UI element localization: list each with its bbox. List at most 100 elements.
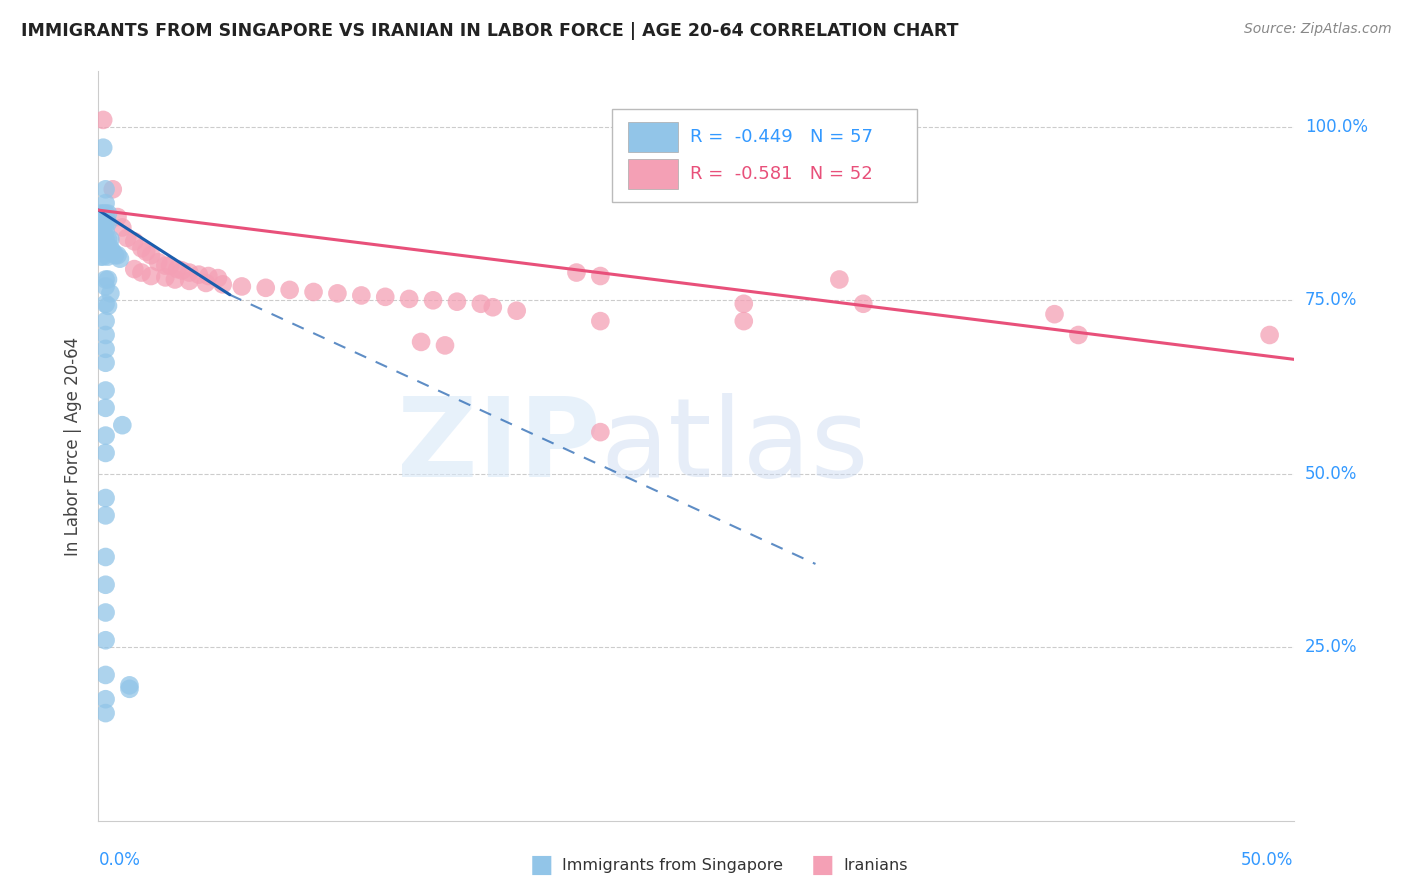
- Text: atlas: atlas: [600, 392, 869, 500]
- Text: 50.0%: 50.0%: [1305, 465, 1357, 483]
- Point: [278, 283, 301, 297]
- Point: [90, 224, 112, 238]
- Point: [852, 297, 875, 311]
- Point: [422, 293, 444, 308]
- Point: [101, 182, 124, 196]
- Point: [828, 272, 851, 286]
- Point: [115, 231, 138, 245]
- Point: [91, 250, 114, 264]
- Point: [166, 262, 188, 277]
- Point: [197, 268, 219, 283]
- Point: [97, 250, 120, 264]
- Point: [108, 252, 131, 266]
- Point: [231, 279, 253, 293]
- Point: [733, 297, 755, 311]
- Point: [172, 263, 194, 277]
- Text: 100.0%: 100.0%: [1305, 118, 1368, 136]
- Text: Source: ZipAtlas.com: Source: ZipAtlas.com: [1244, 22, 1392, 37]
- Text: Iranians: Iranians: [844, 858, 908, 872]
- Point: [94, 606, 117, 620]
- Point: [94, 668, 117, 682]
- Text: R =  -0.581   N = 52: R = -0.581 N = 52: [690, 165, 873, 183]
- Point: [111, 220, 134, 235]
- Point: [97, 232, 120, 246]
- Point: [98, 286, 122, 301]
- Point: [90, 241, 112, 255]
- Point: [94, 224, 117, 238]
- Y-axis label: In Labor Force | Age 20-64: In Labor Force | Age 20-64: [65, 336, 83, 556]
- Point: [111, 418, 134, 433]
- Point: [589, 268, 612, 283]
- Point: [398, 292, 420, 306]
- Point: [94, 356, 117, 370]
- Point: [94, 428, 117, 442]
- Point: [481, 300, 505, 314]
- Text: 50.0%: 50.0%: [1241, 851, 1294, 869]
- Point: [1043, 307, 1066, 321]
- Point: [302, 285, 325, 299]
- Point: [155, 270, 177, 285]
- Point: [374, 290, 396, 304]
- Point: [97, 216, 120, 230]
- FancyBboxPatch shape: [628, 159, 678, 189]
- Point: [90, 206, 112, 220]
- Point: [94, 206, 117, 220]
- Point: [350, 288, 373, 302]
- Point: [94, 279, 117, 293]
- Point: [195, 276, 218, 290]
- Point: [470, 297, 492, 311]
- Point: [91, 112, 114, 127]
- Point: [1258, 328, 1281, 343]
- Point: [97, 206, 120, 220]
- Point: [94, 446, 117, 460]
- Point: [91, 232, 114, 246]
- Point: [733, 314, 755, 328]
- Point: [90, 250, 112, 264]
- Point: [94, 314, 117, 328]
- Point: [159, 259, 181, 273]
- Point: [104, 248, 127, 262]
- Text: 0.0%: 0.0%: [98, 851, 141, 869]
- Point: [94, 401, 117, 415]
- Point: [139, 268, 162, 283]
- Point: [94, 633, 117, 648]
- Point: [94, 216, 117, 230]
- Point: [90, 232, 112, 246]
- Point: [97, 299, 120, 313]
- Point: [118, 678, 141, 692]
- Point: [179, 274, 201, 288]
- Point: [98, 241, 122, 255]
- Point: [94, 272, 117, 286]
- Point: [131, 266, 153, 280]
- Text: 75.0%: 75.0%: [1305, 292, 1357, 310]
- Point: [187, 268, 209, 282]
- Point: [254, 281, 277, 295]
- FancyBboxPatch shape: [613, 109, 917, 202]
- Text: ■: ■: [530, 854, 553, 877]
- Point: [94, 491, 117, 505]
- Point: [91, 141, 114, 155]
- Point: [94, 232, 117, 246]
- Point: [94, 384, 117, 398]
- Point: [118, 681, 141, 696]
- Point: [506, 303, 529, 318]
- Point: [94, 706, 117, 720]
- Text: R =  -0.449   N = 57: R = -0.449 N = 57: [690, 128, 873, 145]
- Point: [91, 224, 114, 238]
- Text: ZIP: ZIP: [396, 392, 600, 500]
- Point: [94, 328, 117, 343]
- Text: 25.0%: 25.0%: [1305, 638, 1357, 657]
- Point: [90, 216, 112, 230]
- Point: [94, 508, 117, 523]
- Point: [94, 578, 117, 592]
- Point: [148, 255, 170, 269]
- Point: [94, 182, 117, 196]
- Point: [91, 206, 114, 220]
- Point: [107, 210, 129, 224]
- Point: [94, 549, 117, 564]
- Point: [326, 286, 349, 301]
- Point: [91, 241, 114, 255]
- Point: [155, 259, 177, 273]
- Point: [107, 248, 129, 262]
- Point: [94, 342, 117, 356]
